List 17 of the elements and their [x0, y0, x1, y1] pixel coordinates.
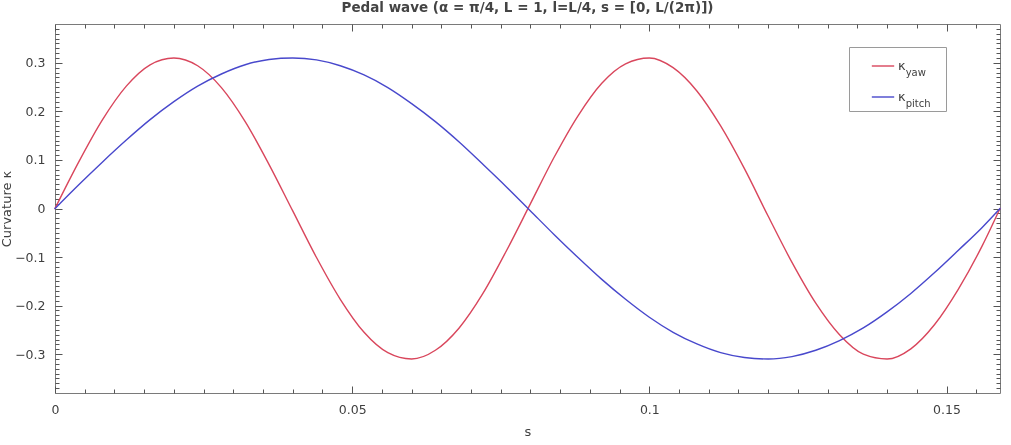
y-tick-label: −0.2: [15, 298, 46, 314]
legend-label: κ$_{yaw}$: [898, 58, 926, 78]
y-tick-label: 0.1: [25, 152, 46, 168]
y-tick-label: −0.3: [15, 346, 46, 362]
y-tick-label: 0: [37, 201, 46, 216]
x-tick-label: 0.1: [639, 401, 660, 417]
y-tick-label: −0.1: [15, 249, 46, 265]
legend-label: κ$_{pitch}$: [898, 89, 931, 109]
line-series: [54, 57, 1001, 360]
y-tick-label: 0.3: [25, 55, 46, 71]
chart-title: Pedal wave (α = π/4, L = 1, l=L/4, s = [0, L/(2π)]): [341, 0, 714, 16]
x-tick-label: 0.05: [338, 401, 367, 417]
y-axis-title: Curvature κ: [0, 170, 15, 248]
y-tick-label: 0.2: [25, 103, 46, 119]
x-tick-label: 0: [51, 401, 60, 417]
x-axis-title: s: [524, 424, 532, 439]
x-tick-label: 0.15: [933, 401, 961, 417]
